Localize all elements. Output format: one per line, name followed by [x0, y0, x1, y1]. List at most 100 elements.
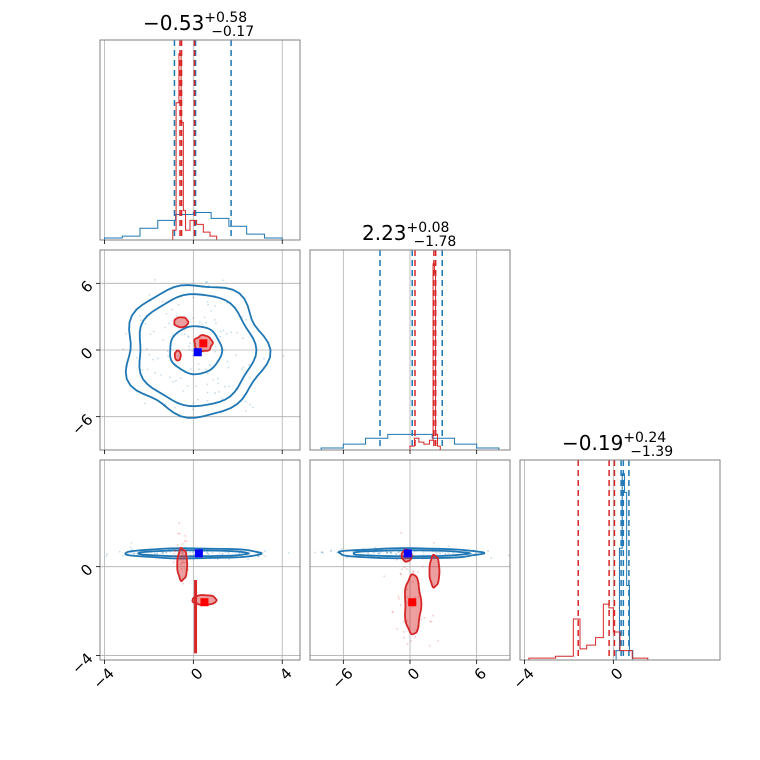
- sample-blue: [221, 553, 223, 556]
- sample-blue: [236, 331, 238, 334]
- sample-blue: [221, 552, 224, 555]
- sample-blue: [148, 294, 151, 296]
- sample-blue: [367, 551, 370, 554]
- sample-blue: [207, 303, 210, 306]
- sample-blue: [156, 552, 159, 554]
- x-tick-label: 6: [471, 664, 490, 683]
- sample-blue: [164, 403, 167, 406]
- contour-red: [428, 553, 441, 589]
- sample-blue: [242, 366, 245, 369]
- sample-blue: [230, 331, 233, 334]
- y-tick-label: 0: [77, 344, 96, 363]
- sample-red: [412, 580, 414, 583]
- sample-blue: [203, 316, 206, 319]
- sample-blue: [377, 552, 379, 555]
- sample-blue: [125, 332, 128, 335]
- sample-red: [180, 557, 182, 560]
- sample-blue: [160, 374, 162, 376]
- grid-2-1: [310, 460, 510, 660]
- sample-red: [403, 566, 406, 569]
- sample-red: [430, 620, 433, 623]
- grid-1-1: [320, 250, 500, 450]
- truth-point-blue: [194, 549, 203, 558]
- sample-blue: [386, 551, 389, 554]
- sample-red: [180, 554, 183, 557]
- sample-blue: [173, 406, 176, 409]
- sample-blue: [171, 333, 174, 336]
- sample-blue: [214, 305, 217, 307]
- sample-red: [185, 540, 188, 542]
- sample-blue: [156, 553, 158, 555]
- sample-red: [417, 596, 420, 598]
- sample-red: [437, 640, 440, 642]
- sample-red: [403, 636, 405, 639]
- sample-blue: [154, 371, 157, 374]
- sample-red: [178, 546, 181, 549]
- x-tick-label: −4: [510, 664, 538, 692]
- x-tick-label: 0: [404, 664, 423, 683]
- sample-blue: [377, 552, 380, 555]
- sample-red: [412, 570, 415, 573]
- sample-blue: [181, 552, 184, 555]
- sample-blue: [217, 382, 220, 385]
- sample-blue: [487, 550, 489, 553]
- sample-blue: [244, 410, 247, 412]
- contour-red: [173, 316, 190, 329]
- sample-red: [182, 551, 184, 554]
- sample-blue: [264, 555, 267, 558]
- sample-red: [178, 532, 181, 535]
- sample-blue: [215, 322, 217, 325]
- sample-blue: [214, 318, 216, 321]
- sample-red: [391, 611, 394, 614]
- sample-red: [406, 619, 408, 622]
- sample-red: [400, 532, 402, 534]
- sample-blue: [330, 549, 333, 552]
- sample-red: [399, 604, 402, 607]
- sample-blue: [205, 368, 208, 371]
- sample-red: [182, 582, 185, 585]
- sample-blue: [257, 555, 260, 558]
- sample-blue: [154, 552, 156, 555]
- sample-red: [398, 553, 401, 556]
- sample-blue: [439, 552, 442, 555]
- sample-blue: [422, 551, 425, 553]
- sample-red: [174, 549, 177, 552]
- sample-blue: [143, 402, 146, 405]
- sample-blue: [247, 558, 249, 561]
- sample-blue: [390, 552, 393, 555]
- sample-red: [413, 555, 416, 558]
- sample-red: [428, 644, 431, 647]
- sample-blue: [161, 551, 164, 554]
- sample-blue: [187, 335, 190, 338]
- sample-blue: [447, 545, 450, 548]
- contour-blue: [138, 293, 258, 408]
- sample-blue: [132, 552, 135, 554]
- sample-red: [410, 640, 413, 642]
- truth-point-red: [199, 339, 208, 348]
- sample-blue: [452, 552, 455, 554]
- sample-blue: [222, 349, 225, 352]
- sample-blue: [183, 333, 186, 336]
- sample-blue: [156, 357, 159, 360]
- sample-blue: [367, 553, 369, 555]
- sample-red: [403, 620, 405, 623]
- sample-blue: [208, 284, 211, 287]
- sample-blue: [436, 552, 439, 554]
- sample-red: [417, 571, 419, 573]
- sample-red: [176, 543, 179, 546]
- sample-blue: [221, 397, 223, 400]
- sample-red: [399, 572, 402, 575]
- sample-red: [180, 563, 182, 566]
- sample-blue: [97, 395, 99, 397]
- sample-blue: [219, 330, 222, 333]
- sample-blue: [161, 552, 163, 555]
- sample-red: [182, 558, 185, 561]
- sample-blue: [106, 553, 109, 555]
- sample-blue: [162, 552, 165, 555]
- sample-blue: [379, 551, 382, 554]
- sample-red: [183, 540, 186, 542]
- sample-blue: [118, 550, 121, 553]
- sample-red: [187, 568, 190, 571]
- sample-blue: [205, 551, 208, 554]
